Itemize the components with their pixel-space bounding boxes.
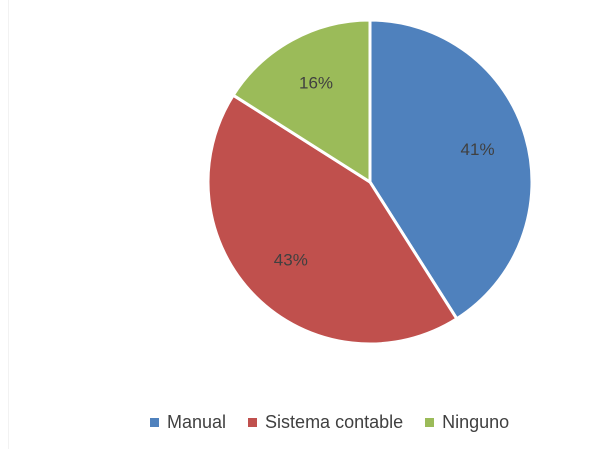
pie-slice-ninguno (231, 18, 372, 184)
data-label-manual: 41% (461, 140, 495, 159)
legend-label-manual: Manual (167, 412, 227, 432)
legend-item-manual: Manual (150, 412, 226, 433)
legend-label-sistema-contable: Sistema contable (265, 412, 404, 432)
pie-slices (206, 18, 534, 346)
pie-slice-sistema-contable (206, 93, 459, 346)
legend-item-ninguno: Ninguno (425, 412, 509, 433)
legend: Manual Sistema contable Ninguno (150, 412, 509, 433)
legend-swatch-manual (150, 418, 159, 427)
legend-label-ninguno: Ninguno (442, 412, 510, 432)
legend-swatch-ninguno (425, 418, 435, 427)
pie-labels: 41% 43% 16% (274, 73, 495, 269)
legend-item-sistema-contable: Sistema contable (248, 412, 403, 433)
legend-swatch-sistema-contable (248, 418, 258, 427)
data-label-sistema-contable: 43% (274, 251, 308, 270)
left-border (8, 0, 9, 449)
data-label-ninguno: 16% (299, 73, 333, 92)
